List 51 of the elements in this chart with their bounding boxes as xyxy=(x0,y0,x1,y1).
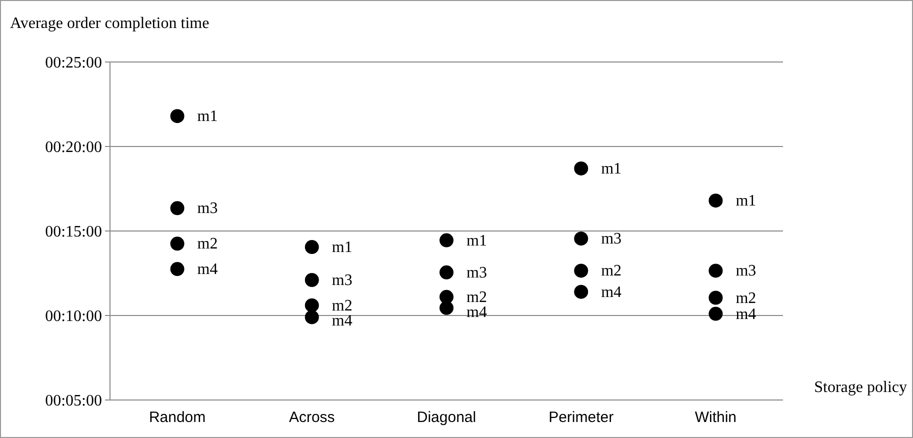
text: m4 xyxy=(466,304,487,321)
x-tick-label: Across xyxy=(288,409,335,426)
x-axis-title: Storage policy xyxy=(814,379,907,396)
point xyxy=(170,262,184,276)
point xyxy=(304,273,319,288)
point xyxy=(304,310,319,324)
point xyxy=(708,290,723,305)
point xyxy=(304,298,319,312)
x-tick-label: Within xyxy=(694,409,737,426)
y-tick-label: 00:05:00 xyxy=(45,392,102,410)
text: m1 xyxy=(601,160,622,178)
text: m2 xyxy=(601,262,622,280)
text: m3 xyxy=(601,230,622,248)
point xyxy=(440,265,454,280)
y-axis-title: Average order completion time xyxy=(10,15,210,32)
text: m3 xyxy=(736,262,756,280)
text: m2 xyxy=(736,290,756,307)
point xyxy=(708,306,723,321)
text: m4 xyxy=(332,312,352,330)
y-tick-label: 00:20:00 xyxy=(45,139,102,156)
text: m3 xyxy=(466,264,487,282)
point xyxy=(574,232,588,246)
y-tick-label: 00:10:00 xyxy=(45,308,102,326)
text: m2 xyxy=(466,288,487,306)
series-label: m2 xyxy=(197,236,218,253)
point xyxy=(170,201,184,216)
y-tick-label: 00:15:00 xyxy=(45,224,102,241)
point xyxy=(304,240,319,254)
text: m4 xyxy=(601,284,622,301)
text: m4 xyxy=(736,306,756,323)
y-tick-label: 00:25:00 xyxy=(45,54,102,72)
x-tick-label: Perimeter xyxy=(548,409,614,426)
point xyxy=(574,284,588,299)
text: m2 xyxy=(332,297,352,314)
series-label: m1 xyxy=(197,108,218,126)
point xyxy=(708,264,723,278)
x-tick-label: Random xyxy=(148,409,206,426)
series-label: m4 xyxy=(197,261,218,278)
series-label: m3 xyxy=(197,200,218,218)
text: m1 xyxy=(736,192,756,210)
text: m1 xyxy=(466,232,487,250)
point xyxy=(574,161,588,176)
point xyxy=(574,264,588,278)
point xyxy=(440,233,454,248)
point xyxy=(170,236,184,251)
text: m1 xyxy=(332,239,352,256)
x-tick-label: Diagonal xyxy=(416,409,476,426)
text: m3 xyxy=(332,272,352,290)
point xyxy=(440,300,454,315)
point xyxy=(170,109,184,124)
point xyxy=(708,194,723,208)
